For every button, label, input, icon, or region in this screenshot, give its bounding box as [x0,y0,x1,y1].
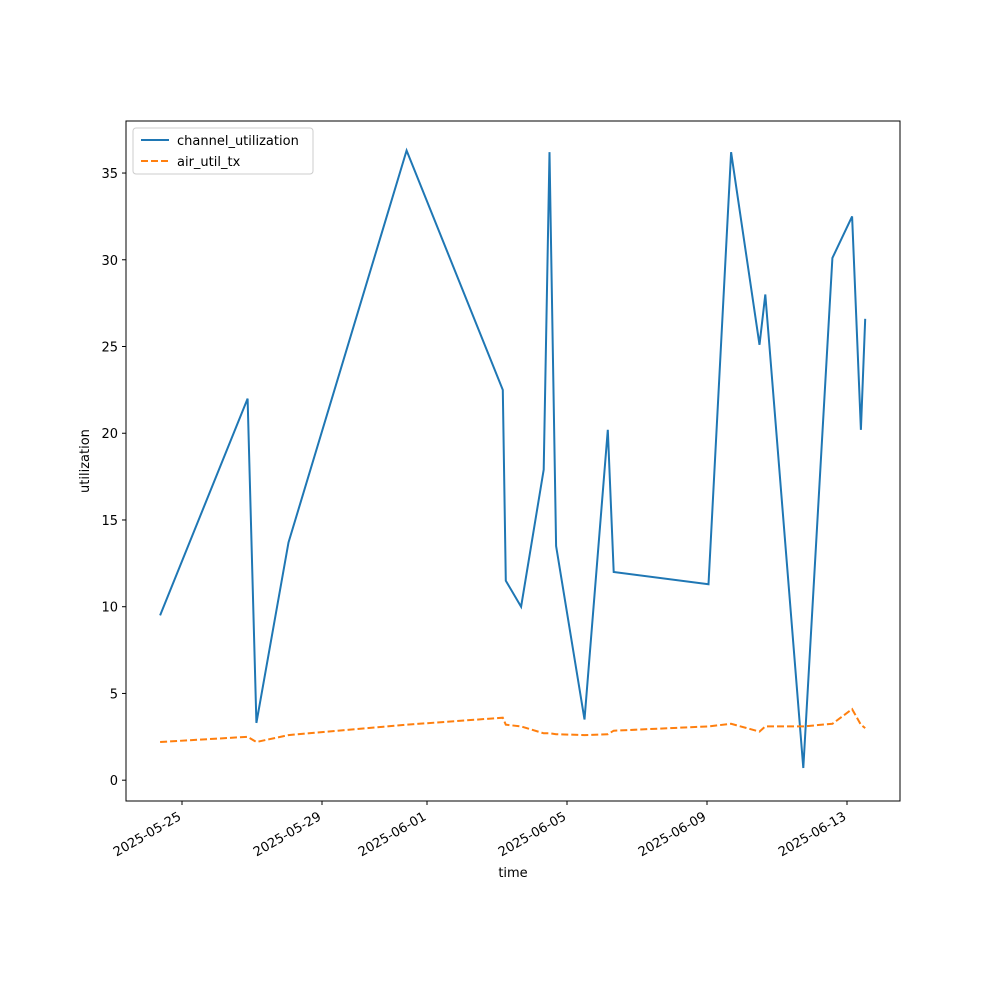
y-tick-label: 5 [110,687,118,702]
y-tick-label: 15 [101,514,118,529]
legend-label: channel_utilization [177,134,299,149]
legend-label: air_util_tx [177,155,241,170]
y-tick-label: 0 [110,774,118,789]
legend-box [132,127,314,175]
y-tick-label: 25 [101,341,118,356]
x-axis-label: time [498,866,527,881]
y-tick-label: 10 [101,601,118,616]
y-axis-label: utilization [78,429,93,493]
series-line [159,147,867,769]
y-tick-label: 20 [101,427,118,442]
series-line [160,707,866,744]
plot-frame [125,120,901,802]
y-tick-label: 30 [101,254,118,269]
y-tick-label: 35 [101,167,118,182]
